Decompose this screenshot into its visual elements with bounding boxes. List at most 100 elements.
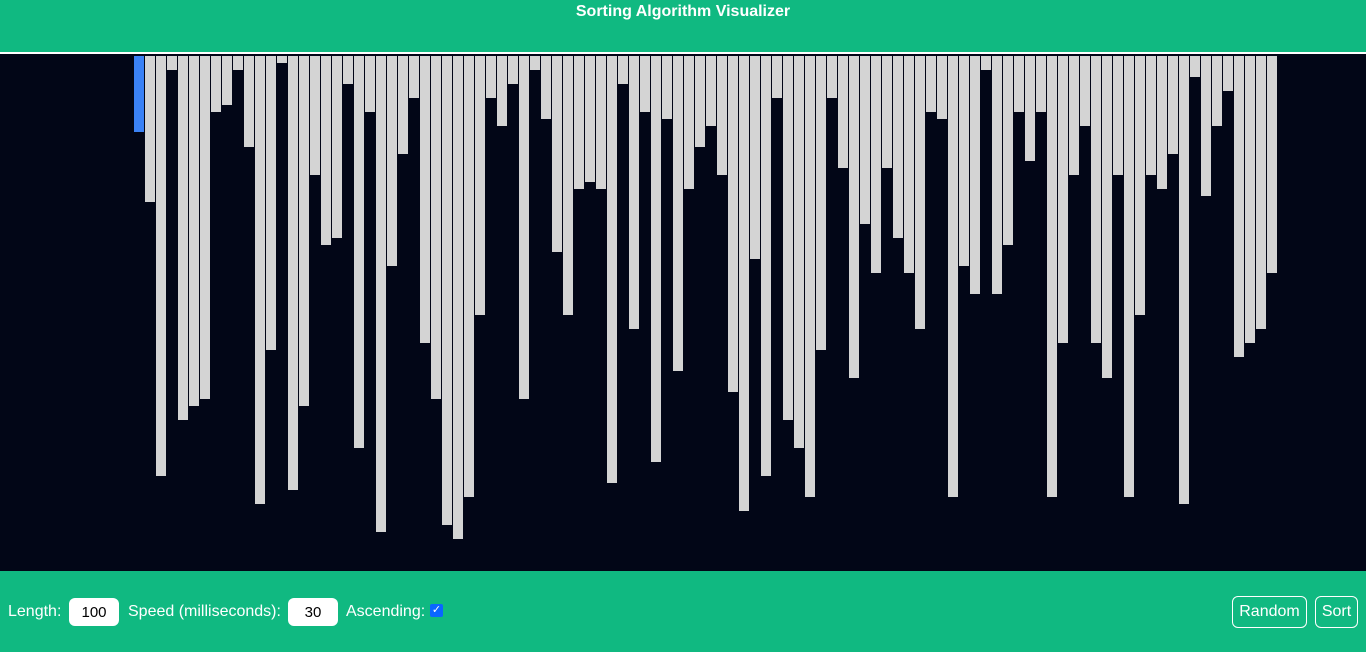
ascending-checkbox[interactable]: ✓ bbox=[430, 604, 443, 617]
checkmark-icon: ✓ bbox=[431, 604, 442, 616]
bar bbox=[618, 56, 628, 84]
bar bbox=[695, 56, 705, 147]
bar bbox=[849, 56, 859, 378]
random-button[interactable]: Random bbox=[1232, 596, 1307, 628]
length-input[interactable] bbox=[69, 598, 119, 626]
bar bbox=[750, 56, 760, 259]
bar bbox=[761, 56, 771, 476]
bar bbox=[365, 56, 375, 112]
bar bbox=[189, 56, 199, 406]
bar bbox=[1003, 56, 1013, 245]
sort-button[interactable]: Sort bbox=[1315, 596, 1358, 628]
bar bbox=[464, 56, 474, 497]
bar bbox=[200, 56, 210, 399]
bar bbox=[926, 56, 936, 112]
bar bbox=[816, 56, 826, 350]
bar bbox=[574, 56, 584, 189]
bar bbox=[673, 56, 683, 371]
bar bbox=[343, 56, 353, 84]
bar bbox=[497, 56, 507, 126]
bar bbox=[662, 56, 672, 119]
bar bbox=[409, 56, 419, 98]
bar bbox=[1223, 56, 1233, 91]
bar bbox=[629, 56, 639, 329]
bar bbox=[1212, 56, 1222, 126]
bar bbox=[519, 56, 529, 399]
bar bbox=[915, 56, 925, 329]
bar bbox=[167, 56, 177, 70]
bar bbox=[1267, 56, 1277, 273]
bar bbox=[838, 56, 848, 168]
bar bbox=[288, 56, 298, 490]
bar bbox=[981, 56, 991, 70]
bar bbox=[1256, 56, 1266, 329]
bar bbox=[420, 56, 430, 343]
bar bbox=[277, 56, 287, 63]
bar bbox=[244, 56, 254, 147]
bar bbox=[1080, 56, 1090, 126]
bar bbox=[607, 56, 617, 483]
bar bbox=[1135, 56, 1145, 315]
bar bbox=[530, 56, 540, 70]
bar bbox=[684, 56, 694, 189]
bar bbox=[882, 56, 892, 168]
bar bbox=[321, 56, 331, 245]
bar bbox=[651, 56, 661, 462]
ascending-label: Ascending: bbox=[346, 603, 426, 620]
bar bbox=[706, 56, 716, 126]
bar bbox=[717, 56, 727, 175]
bar bbox=[1025, 56, 1035, 161]
bar bbox=[893, 56, 903, 238]
bar bbox=[728, 56, 738, 392]
bar bbox=[1146, 56, 1156, 175]
bar bbox=[1014, 56, 1024, 112]
bar bbox=[739, 56, 749, 511]
bar bbox=[794, 56, 804, 448]
app-header: Sorting Algorithm Visualizer bbox=[0, 0, 1366, 54]
page-title: Sorting Algorithm Visualizer bbox=[575, 3, 791, 20]
bar bbox=[1179, 56, 1189, 504]
bar bbox=[310, 56, 320, 175]
bar bbox=[585, 56, 595, 182]
speed-input[interactable] bbox=[288, 598, 338, 626]
bar bbox=[805, 56, 815, 497]
bar-visualizer bbox=[0, 56, 1366, 571]
bar-active bbox=[134, 56, 144, 132]
bar bbox=[1245, 56, 1255, 343]
bar bbox=[475, 56, 485, 315]
bar bbox=[255, 56, 265, 504]
bar bbox=[332, 56, 342, 238]
bar bbox=[1036, 56, 1046, 112]
bar bbox=[827, 56, 837, 98]
bar bbox=[453, 56, 463, 539]
bar bbox=[1157, 56, 1167, 189]
bar bbox=[1058, 56, 1068, 343]
bar bbox=[222, 56, 232, 105]
bar bbox=[1047, 56, 1057, 497]
bar bbox=[508, 56, 518, 84]
bar bbox=[1234, 56, 1244, 357]
bar bbox=[1190, 56, 1200, 77]
bar bbox=[783, 56, 793, 420]
bar bbox=[156, 56, 166, 476]
bar bbox=[299, 56, 309, 406]
bar bbox=[442, 56, 452, 525]
bar bbox=[387, 56, 397, 266]
bar bbox=[948, 56, 958, 497]
bar bbox=[266, 56, 276, 350]
bar bbox=[211, 56, 221, 112]
controls-bar: Length: Speed (milliseconds): Ascending:… bbox=[0, 571, 1366, 652]
bar bbox=[233, 56, 243, 70]
bar bbox=[552, 56, 562, 252]
bar bbox=[640, 56, 650, 112]
bar bbox=[1102, 56, 1112, 378]
bar bbox=[145, 56, 155, 202]
bar bbox=[772, 56, 782, 98]
bar bbox=[1113, 56, 1123, 175]
bar bbox=[1201, 56, 1211, 196]
bar bbox=[563, 56, 573, 315]
length-label: Length: bbox=[8, 603, 62, 620]
bar bbox=[860, 56, 870, 224]
speed-label: Speed (milliseconds): bbox=[128, 603, 281, 620]
bar bbox=[937, 56, 947, 119]
